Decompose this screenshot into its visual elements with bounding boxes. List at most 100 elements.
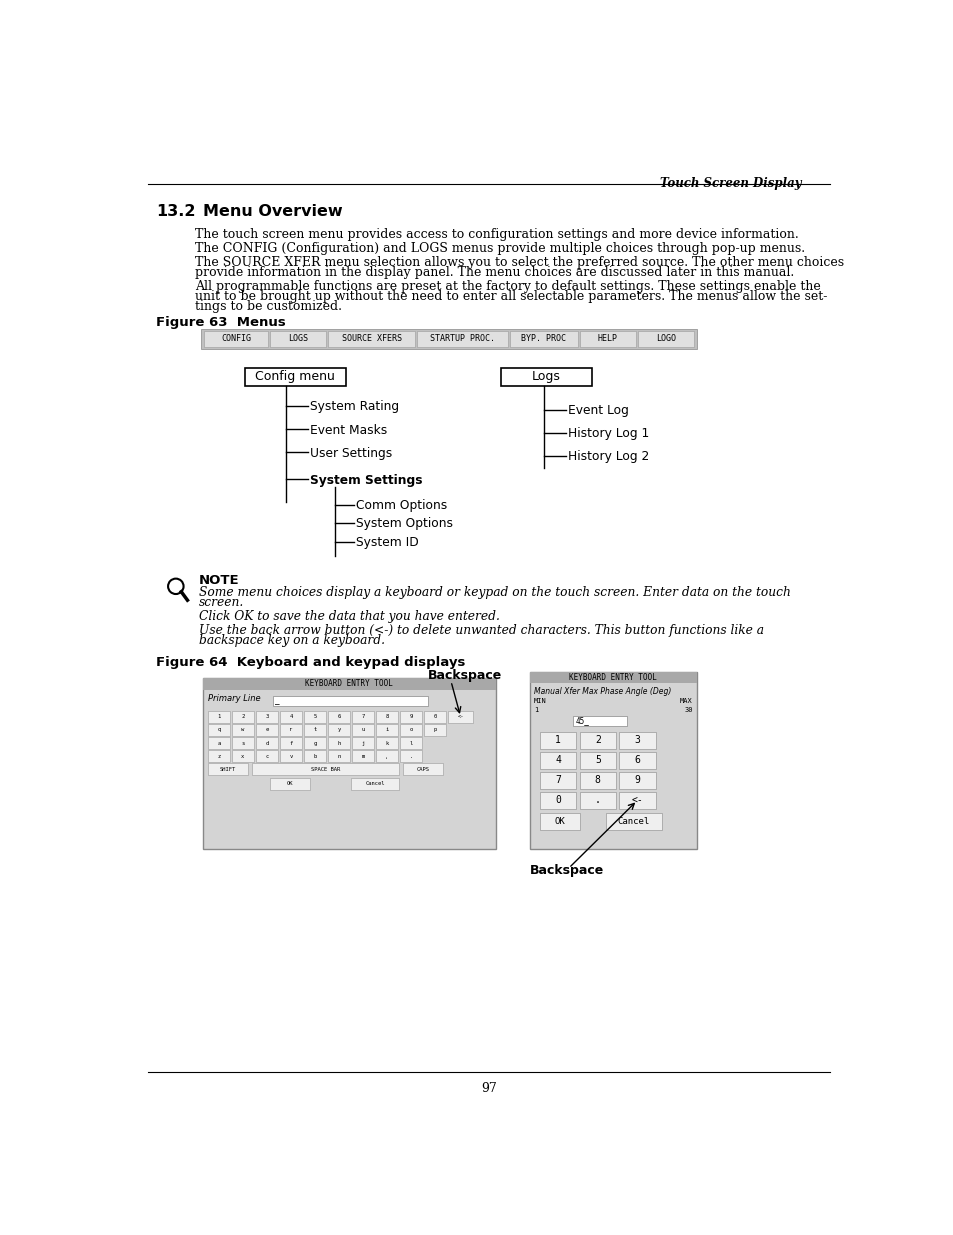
- Bar: [252, 763, 398, 776]
- Text: r: r: [289, 727, 293, 732]
- Bar: [579, 331, 636, 347]
- Text: 1: 1: [555, 735, 560, 746]
- Text: KEYBOARD ENTRY TOOL: KEYBOARD ENTRY TOOL: [569, 673, 657, 682]
- Bar: [605, 814, 661, 830]
- Text: Event Log: Event Log: [567, 404, 628, 417]
- Bar: [255, 724, 278, 736]
- Bar: [279, 751, 302, 762]
- Text: x: x: [241, 753, 244, 758]
- Bar: [375, 737, 397, 748]
- Text: System Rating: System Rating: [310, 400, 398, 414]
- Bar: [579, 752, 616, 769]
- Text: Logs: Logs: [531, 370, 560, 383]
- Text: 9: 9: [634, 776, 639, 785]
- Bar: [375, 711, 397, 722]
- Bar: [208, 737, 230, 748]
- Text: Event Masks: Event Masks: [310, 424, 387, 436]
- Text: 1: 1: [534, 706, 537, 713]
- Text: Figure 63  Menus: Figure 63 Menus: [156, 316, 286, 329]
- Text: 8: 8: [385, 714, 388, 719]
- Text: 13.2: 13.2: [156, 204, 195, 219]
- Text: System Settings: System Settings: [310, 473, 422, 487]
- Text: c: c: [265, 753, 268, 758]
- Bar: [618, 752, 655, 769]
- Text: 2: 2: [241, 714, 244, 719]
- Bar: [509, 331, 578, 347]
- Text: Touch Screen Display: Touch Screen Display: [659, 178, 801, 190]
- Text: 0: 0: [433, 714, 436, 719]
- Text: <-: <-: [456, 714, 463, 719]
- Text: SOURCE XFERS: SOURCE XFERS: [341, 333, 401, 343]
- Text: q: q: [217, 727, 220, 732]
- Bar: [352, 751, 374, 762]
- Text: Cancel: Cancel: [365, 782, 384, 787]
- Text: Primary Line: Primary Line: [208, 694, 260, 703]
- Bar: [539, 732, 576, 748]
- Text: History Log 1: History Log 1: [567, 427, 649, 441]
- Text: t: t: [313, 727, 316, 732]
- Bar: [303, 737, 326, 748]
- Text: SPACE BAR: SPACE BAR: [311, 767, 339, 772]
- Bar: [530, 672, 696, 848]
- Text: w: w: [241, 727, 244, 732]
- Bar: [208, 751, 230, 762]
- Text: 7: 7: [555, 776, 560, 785]
- Text: The SOURCE XFER menu selection allows you to select the preferred source. The ot: The SOURCE XFER menu selection allows yo…: [195, 256, 843, 269]
- Bar: [273, 697, 427, 706]
- Bar: [208, 724, 230, 736]
- Bar: [618, 792, 655, 809]
- Text: a: a: [217, 741, 220, 746]
- Bar: [539, 772, 576, 789]
- Bar: [416, 331, 508, 347]
- Bar: [402, 763, 443, 776]
- Text: 1: 1: [217, 714, 220, 719]
- Text: Use the back arrow button (<-) to delete unwanted characters. This button functi: Use the back arrow button (<-) to delete…: [199, 624, 763, 637]
- Bar: [352, 724, 374, 736]
- Text: CONFIG: CONFIG: [221, 333, 251, 343]
- Bar: [208, 763, 248, 776]
- Text: CAPS: CAPS: [416, 767, 429, 772]
- Text: The CONFIG (Configuration) and LOGS menus provide multiple choices through pop-u: The CONFIG (Configuration) and LOGS menu…: [195, 242, 804, 256]
- Text: d: d: [265, 741, 268, 746]
- Text: Backspace: Backspace: [427, 669, 501, 683]
- Text: LOGO: LOGO: [656, 333, 676, 343]
- Bar: [399, 751, 422, 762]
- Text: 3: 3: [634, 735, 639, 746]
- Text: Config menu: Config menu: [255, 370, 335, 383]
- Text: BYP. PROC: BYP. PROC: [521, 333, 566, 343]
- Text: unit to be brought up without the need to enter all selectable parameters. The m: unit to be brought up without the need t…: [195, 290, 826, 303]
- Bar: [328, 331, 415, 347]
- Text: Cancel: Cancel: [618, 818, 649, 826]
- Text: 7: 7: [361, 714, 364, 719]
- Text: 4: 4: [555, 756, 560, 766]
- Text: z: z: [217, 753, 220, 758]
- Bar: [232, 724, 253, 736]
- Bar: [637, 331, 694, 347]
- Text: History Log 2: History Log 2: [567, 451, 649, 463]
- Text: Menu Overview: Menu Overview: [203, 204, 342, 219]
- Bar: [328, 751, 350, 762]
- Text: b: b: [313, 753, 316, 758]
- Bar: [447, 711, 473, 722]
- Bar: [352, 737, 374, 748]
- Bar: [399, 711, 422, 722]
- Bar: [328, 737, 350, 748]
- Text: Comm Options: Comm Options: [356, 499, 447, 513]
- Bar: [279, 737, 302, 748]
- Text: SHIFT: SHIFT: [219, 767, 235, 772]
- Bar: [539, 814, 579, 830]
- Text: s: s: [241, 741, 244, 746]
- Bar: [423, 711, 446, 722]
- Bar: [203, 678, 496, 848]
- Text: KEYBOARD ENTRY TOOL: KEYBOARD ENTRY TOOL: [305, 679, 393, 688]
- Text: p: p: [433, 727, 436, 732]
- Text: 6: 6: [337, 714, 340, 719]
- Bar: [204, 331, 268, 347]
- Bar: [539, 752, 576, 769]
- Bar: [572, 716, 626, 726]
- Text: 0: 0: [555, 795, 560, 805]
- Text: LOGS: LOGS: [288, 333, 308, 343]
- Text: NOTE: NOTE: [199, 574, 239, 587]
- Bar: [618, 732, 655, 748]
- Bar: [539, 792, 576, 809]
